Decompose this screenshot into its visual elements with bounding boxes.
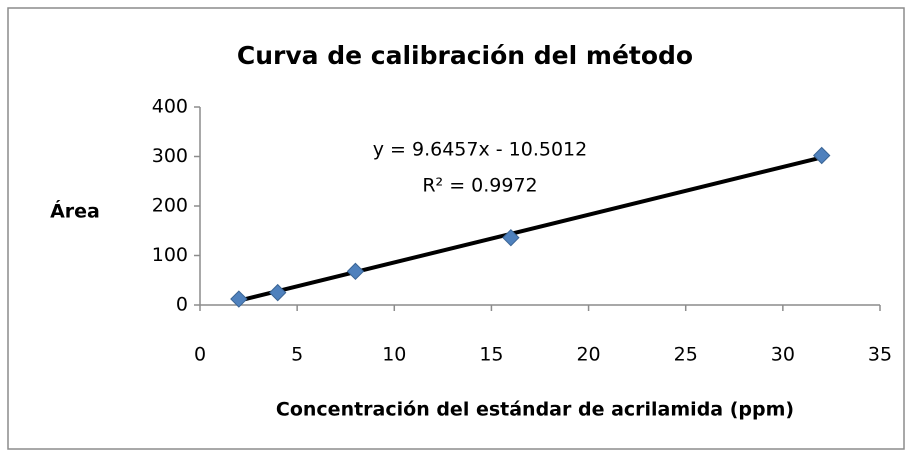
- x-tick-label: 5: [291, 344, 303, 366]
- x-tick-label: 0: [194, 344, 206, 366]
- x-axis-label: Concentración del estándar de acrilamida…: [276, 399, 794, 421]
- x-tick-label: 10: [382, 344, 406, 366]
- x-tick-label: 30: [771, 344, 795, 366]
- x-tick-label: 15: [479, 344, 503, 366]
- y-axis-label: Área: [50, 200, 100, 223]
- y-tick-label: 300: [152, 145, 188, 167]
- x-tick-label: 20: [576, 344, 600, 366]
- trendline-r-squared: R² = 0.9972: [422, 175, 537, 197]
- y-tick-label: 100: [152, 244, 188, 266]
- chart-border: [7, 7, 905, 450]
- y-tick-label: 200: [152, 195, 188, 217]
- trendline-equation: y = 9.6457x - 10.5012: [373, 139, 587, 161]
- x-tick-label: 25: [674, 344, 698, 366]
- data-point: [813, 146, 831, 165]
- data-point: [230, 290, 248, 308]
- data-point: [502, 228, 520, 247]
- trendline: [238, 155, 823, 303]
- data-point: [269, 283, 287, 302]
- data-point: [346, 262, 365, 281]
- x-tick-label: 35: [868, 344, 892, 366]
- y-tick-label: 400: [152, 96, 188, 118]
- chart-title: Curva de calibración del método: [237, 41, 693, 70]
- y-tick-label: 0: [176, 294, 188, 316]
